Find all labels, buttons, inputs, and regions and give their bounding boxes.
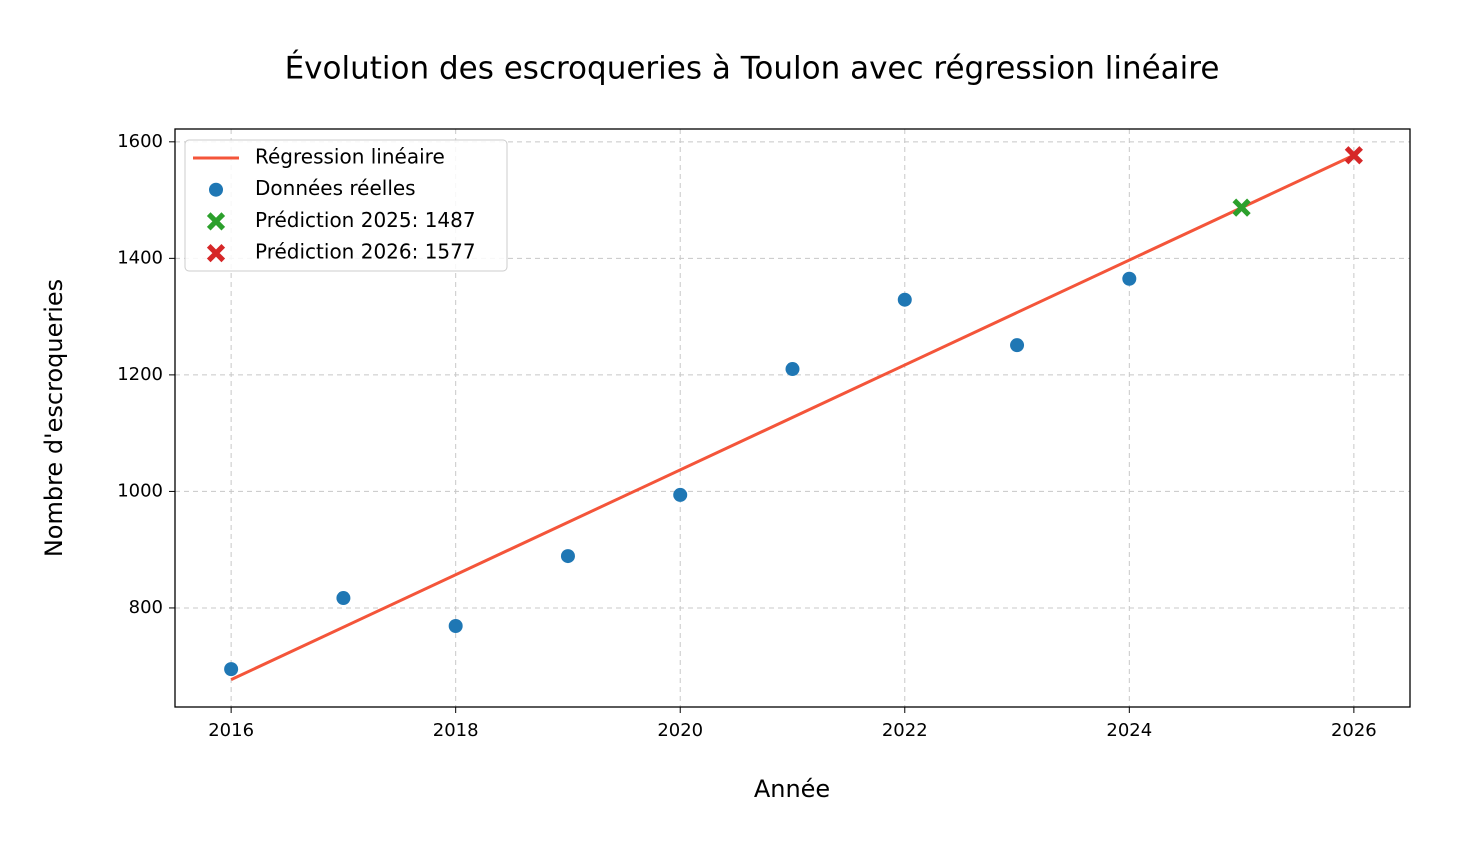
x-marker xyxy=(206,244,226,263)
x-marker xyxy=(1344,146,1363,165)
legend-label: Prédiction 2025: 1487 xyxy=(255,208,476,232)
point xyxy=(673,487,688,502)
y-tick-label: 1000 xyxy=(117,480,163,501)
point xyxy=(448,619,463,634)
x-marker xyxy=(206,212,226,231)
x-tick-label: 2020 xyxy=(657,720,703,741)
regression-line xyxy=(230,153,1355,681)
point xyxy=(224,662,239,677)
legend-label: Prédiction 2026: 1577 xyxy=(255,240,476,264)
point xyxy=(336,591,351,606)
point xyxy=(209,182,223,197)
point xyxy=(560,549,575,564)
legend: Régression linéaire Données réelles Prédic… xyxy=(184,139,508,272)
y-axis-label: Nombre d'escroqueries xyxy=(40,279,68,557)
point xyxy=(1122,271,1137,286)
y-tick-label: 1600 xyxy=(117,131,163,152)
point xyxy=(897,292,912,307)
chart-title: Évolution des escroqueries à Toulon avec… xyxy=(285,51,1220,87)
legend-label: Données réelles xyxy=(255,176,416,200)
point xyxy=(1010,338,1025,353)
legend-box xyxy=(184,139,508,272)
x-tick-label: 2022 xyxy=(882,720,928,741)
legend-label: Régression linéaire xyxy=(255,145,445,169)
plot-frame xyxy=(174,128,1411,708)
x-tick-label: 2024 xyxy=(1106,720,1152,741)
point xyxy=(785,362,800,377)
y-tick-label: 800 xyxy=(129,597,163,618)
x-tick-label: 2026 xyxy=(1331,720,1377,741)
x-marker xyxy=(1232,198,1251,217)
x-tick-label: 2016 xyxy=(208,720,254,741)
y-tick-label: 1200 xyxy=(117,364,163,385)
x-axis-label: Année xyxy=(754,775,830,803)
x-tick-label: 2018 xyxy=(433,720,479,741)
y-tick-label: 1400 xyxy=(117,247,163,268)
